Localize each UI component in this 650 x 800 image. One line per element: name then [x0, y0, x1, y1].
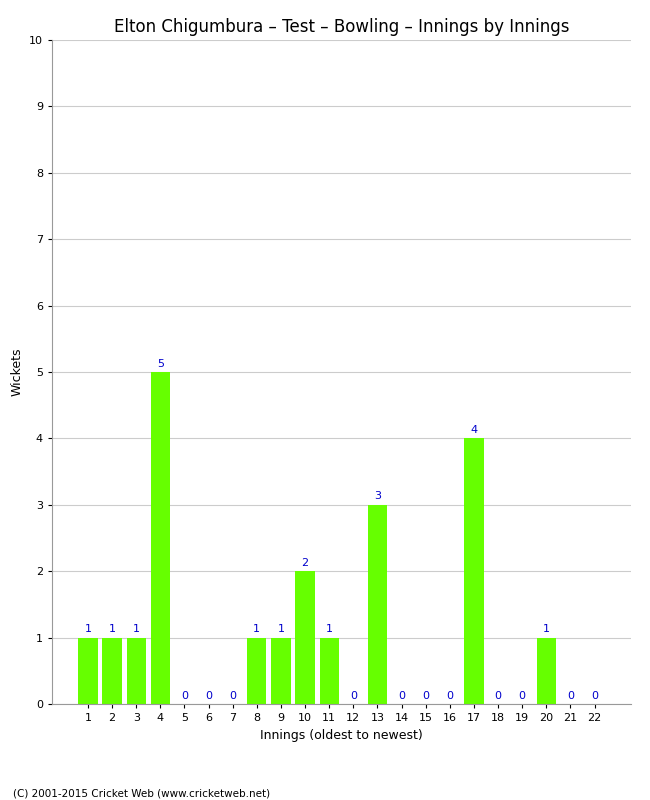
Text: 1: 1 — [254, 624, 260, 634]
Text: 0: 0 — [205, 690, 212, 701]
Text: 1: 1 — [278, 624, 285, 634]
Title: Elton Chigumbura – Test – Bowling – Innings by Innings: Elton Chigumbura – Test – Bowling – Inni… — [114, 18, 569, 36]
Bar — [320, 638, 339, 704]
Text: 4: 4 — [471, 425, 478, 435]
Text: 1: 1 — [133, 624, 140, 634]
Bar — [537, 638, 556, 704]
Bar — [464, 438, 484, 704]
Bar — [368, 505, 387, 704]
Y-axis label: Wickets: Wickets — [10, 348, 23, 396]
Bar — [271, 638, 291, 704]
Bar — [78, 638, 98, 704]
Text: (C) 2001-2015 Cricket Web (www.cricketweb.net): (C) 2001-2015 Cricket Web (www.cricketwe… — [13, 788, 270, 798]
Text: 0: 0 — [591, 690, 598, 701]
Text: 0: 0 — [447, 690, 453, 701]
Bar — [151, 372, 170, 704]
Text: 2: 2 — [302, 558, 309, 568]
Bar — [247, 638, 266, 704]
Text: 0: 0 — [519, 690, 526, 701]
X-axis label: Innings (oldest to newest): Innings (oldest to newest) — [260, 729, 422, 742]
Text: 0: 0 — [495, 690, 502, 701]
Text: 5: 5 — [157, 358, 164, 369]
Bar — [295, 571, 315, 704]
Text: 1: 1 — [84, 624, 92, 634]
Text: 3: 3 — [374, 491, 381, 502]
Bar — [127, 638, 146, 704]
Text: 1: 1 — [543, 624, 550, 634]
Text: 0: 0 — [567, 690, 574, 701]
Text: 1: 1 — [109, 624, 116, 634]
Bar — [103, 638, 122, 704]
Text: 1: 1 — [326, 624, 333, 634]
Text: 0: 0 — [422, 690, 429, 701]
Text: 0: 0 — [350, 690, 357, 701]
Text: 0: 0 — [229, 690, 236, 701]
Text: 0: 0 — [181, 690, 188, 701]
Text: 0: 0 — [398, 690, 405, 701]
